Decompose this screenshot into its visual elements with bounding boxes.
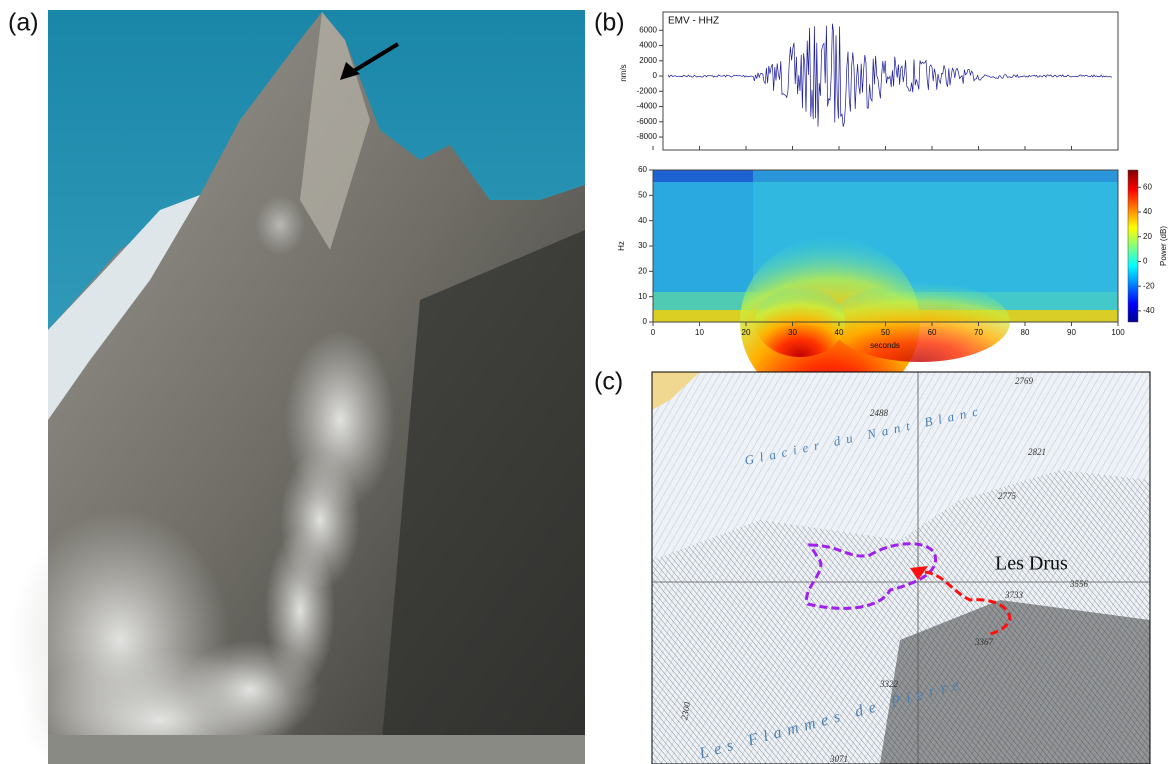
x-tick-label: 10 — [695, 328, 704, 337]
x-tick-label: 20 — [742, 328, 751, 337]
map-label: 2821 — [1028, 447, 1046, 457]
y-tick-label: 0 — [643, 317, 648, 326]
seismogram: EMV - HHZ nm/s 6000 4000 2000 0 -2000 -4000 -6… — [619, 12, 1118, 150]
map-label: 3556 — [1069, 579, 1089, 589]
y-tick-label: 60 — [638, 165, 647, 174]
spectrogram: Hz seconds Power (dB) 0 10 20 30 40 50 60 70 80 9… — [617, 146, 1168, 407]
y-tick-label: 50 — [638, 190, 647, 199]
seismogram-title: EMV - HHZ — [668, 16, 719, 27]
x-tick-label: 60 — [928, 328, 937, 337]
x-axis-label: seconds — [870, 341, 900, 350]
panel-label: (c) — [594, 368, 623, 396]
y-tick-label: 10 — [638, 292, 647, 301]
y-tick-label: 6000 — [639, 25, 657, 34]
panel-label: (b) — [594, 9, 625, 37]
y-tick-label: 30 — [638, 241, 647, 250]
x-tick-label: 80 — [1021, 328, 1030, 337]
colorbar-tick-label: 40 — [1143, 207, 1152, 216]
panel-label: (a) — [8, 9, 39, 37]
y-tick-label: -2000 — [637, 86, 658, 95]
map-label: 3071 — [829, 754, 848, 764]
photo — [10, 10, 585, 764]
map-label: 2488 — [870, 408, 889, 418]
y-tick-label: 0 — [653, 71, 658, 80]
x-tick-label: 90 — [1067, 328, 1076, 337]
y-tick-label: 40 — [638, 216, 647, 225]
y-tick-label: 4000 — [639, 41, 657, 50]
map-label: 2769 — [1015, 376, 1034, 386]
colorbar-tick-label: -20 — [1143, 281, 1155, 290]
x-tick-label: 0 — [651, 328, 656, 337]
colorbar-tick-label: -40 — [1143, 306, 1155, 315]
x-tick-label: 100 — [1111, 328, 1125, 337]
colorbar-tick-label: 20 — [1143, 232, 1152, 241]
colorbar-tick-label: 0 — [1143, 257, 1148, 266]
x-tick-label: 70 — [974, 328, 983, 337]
x-tick-label: 30 — [788, 328, 797, 337]
y-tick-label: -8000 — [637, 132, 658, 141]
map-label: 3733 — [1004, 590, 1024, 600]
y-tick-label: -6000 — [637, 117, 658, 126]
y-tick-label: 20 — [638, 266, 647, 275]
colorbar-label: Power (dB) — [1159, 226, 1168, 266]
map-label: 3322 — [879, 679, 899, 689]
x-tick-label: 50 — [881, 328, 890, 337]
map-label: 2775 — [998, 491, 1017, 501]
y-axis-label: Hz — [617, 241, 626, 251]
y-tick-label: -4000 — [637, 102, 658, 111]
map-label: 3367 — [974, 637, 994, 647]
y-axis-label: nm/s — [619, 64, 628, 81]
map-label: Les Drus — [995, 553, 1068, 575]
y-tick-label: 2000 — [639, 56, 657, 65]
colorbar-tick-label: 60 — [1143, 182, 1152, 191]
x-tick-label: 40 — [835, 328, 844, 337]
figure: (a) (b) (c) EMV - HHZ nm/s 6000400020000… — [0, 0, 1171, 764]
